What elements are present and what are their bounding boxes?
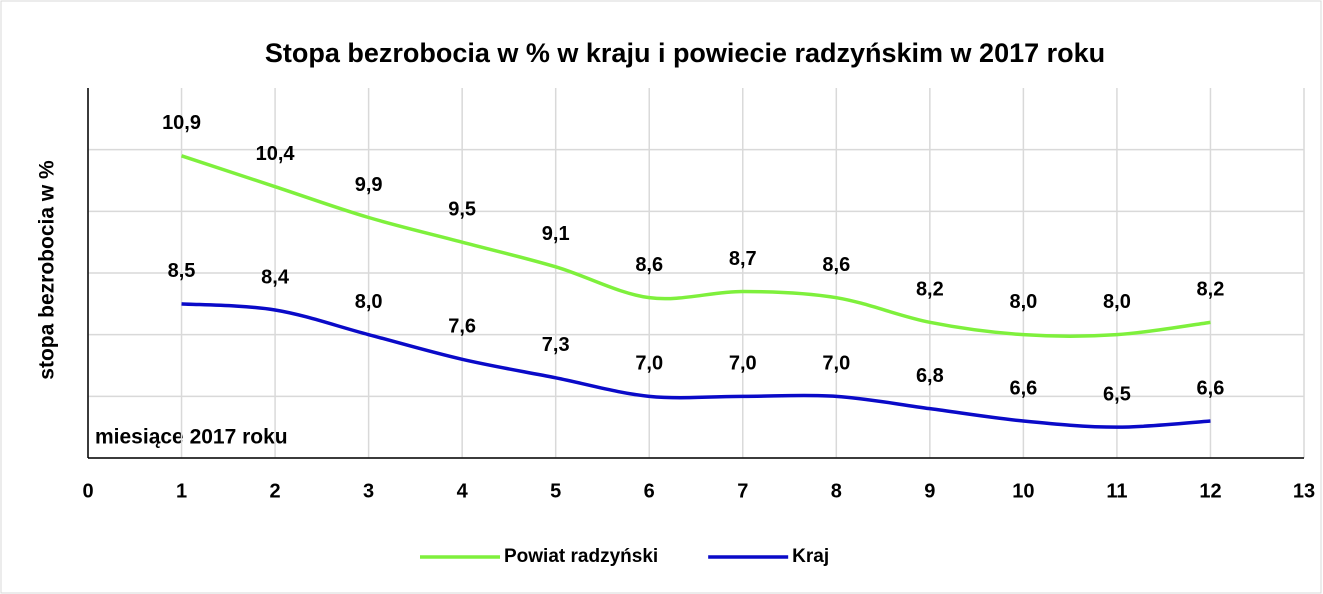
series-line — [180, 154, 1211, 338]
x-tick-label: 11 — [1106, 480, 1127, 502]
x-tick-label: 7 — [737, 480, 748, 502]
data-label: 8,7 — [729, 248, 757, 270]
x-tick-label: 9 — [924, 480, 935, 502]
data-label: 10,9 — [162, 112, 201, 134]
data-label: 6,8 — [916, 365, 944, 387]
data-label: 9,1 — [542, 223, 570, 245]
data-label: 8,0 — [355, 291, 383, 313]
data-label: 7,0 — [729, 353, 757, 375]
x-tick-label: 12 — [1199, 480, 1221, 502]
chart-title: Stopa bezrobocia w % w kraju i powiecie … — [265, 38, 1105, 68]
data-label: 8,6 — [635, 254, 663, 276]
legend-label: Powiat radzyński — [504, 546, 658, 567]
data-label: 7,0 — [822, 353, 850, 375]
data-label: 10,4 — [256, 143, 296, 165]
data-label: 9,9 — [355, 174, 383, 196]
x-tick-label: 5 — [550, 480, 561, 502]
annotation: miesiące 2017 roku — [95, 426, 288, 449]
legend-label: Kraj — [792, 546, 829, 567]
data-label: 6,6 — [1009, 377, 1037, 399]
data-label: 8,4 — [261, 266, 290, 288]
data-label: 9,5 — [448, 198, 476, 220]
data-label: 8,0 — [1103, 291, 1131, 313]
data-label: 7,6 — [448, 316, 476, 338]
x-tick-label: 13 — [1293, 480, 1315, 502]
series-line — [181, 302, 1211, 429]
data-label: 8,5 — [168, 260, 196, 282]
x-tick-label: 8 — [831, 480, 842, 502]
data-label: 6,6 — [1197, 377, 1225, 399]
data-label: 8,2 — [916, 279, 944, 301]
x-tick-label: 0 — [82, 480, 93, 502]
data-label: 8,6 — [822, 254, 850, 276]
data-label: 6,5 — [1103, 383, 1131, 405]
x-tick-label: 4 — [457, 480, 469, 502]
x-tick-label: 10 — [1012, 480, 1034, 502]
x-tick-label: 3 — [363, 480, 374, 502]
y-axis-label: stopa bezrobocia w % — [36, 160, 59, 380]
x-tick-label: 2 — [270, 480, 281, 502]
data-label: 7,0 — [635, 353, 663, 375]
x-tick-label: 1 — [176, 480, 187, 502]
data-label: 7,3 — [542, 334, 570, 356]
data-label: 8,2 — [1197, 279, 1225, 301]
data-label: 8,0 — [1009, 291, 1037, 313]
x-tick-label: 6 — [644, 480, 655, 502]
